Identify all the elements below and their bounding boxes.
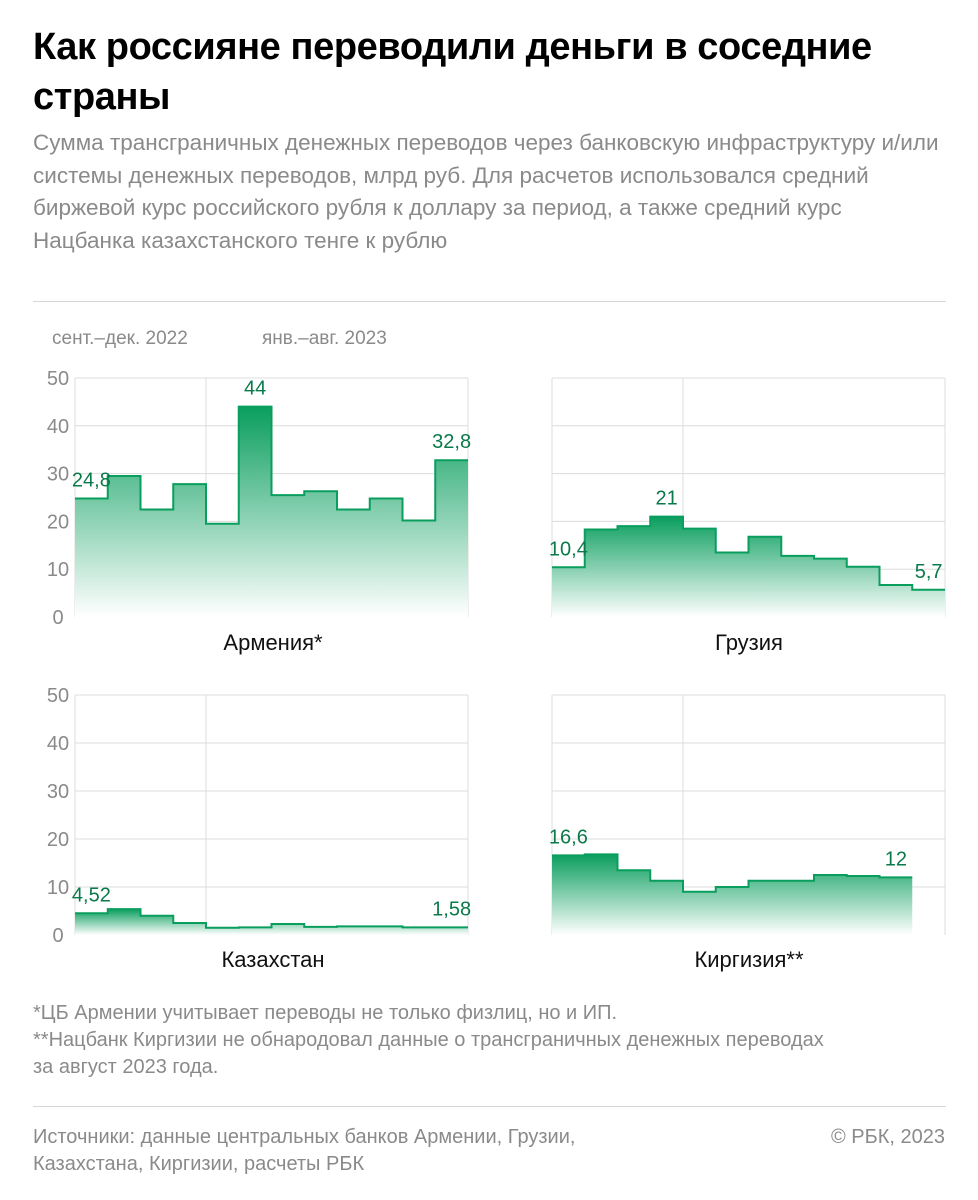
- data-bar: [75, 498, 108, 617]
- y-tick-label: 30: [47, 781, 69, 803]
- data-bar: [912, 590, 945, 617]
- data-label: 10,4: [549, 538, 588, 560]
- series-step-line: [552, 853, 913, 893]
- y-tick-label: 40: [47, 733, 69, 755]
- data-bar: [847, 567, 880, 617]
- data-bar: [173, 923, 206, 935]
- y-tick-label: 0: [52, 607, 63, 629]
- data-bar: [552, 855, 585, 935]
- data-bar: [304, 491, 337, 617]
- divider-bottom: [33, 1106, 946, 1107]
- data-bar: [781, 556, 814, 617]
- data-bar: [435, 460, 468, 617]
- y-tick-label: 0: [52, 925, 63, 947]
- data-bar: [337, 926, 370, 935]
- data-bar: [75, 913, 108, 935]
- data-bar: [141, 509, 174, 617]
- data-label: 32,8: [432, 431, 471, 453]
- data-bar: [370, 926, 403, 935]
- data-label: 24,8: [72, 469, 111, 491]
- data-bar: [552, 567, 585, 617]
- data-bar: [781, 881, 814, 935]
- data-bar: [141, 916, 174, 935]
- data-label: 1,58: [432, 898, 471, 920]
- data-bar: [814, 875, 847, 935]
- data-bar: [272, 495, 305, 617]
- data-bar: [370, 498, 403, 617]
- data-bar: [206, 928, 239, 935]
- footnote-kyrgyzstan-cont: за август 2023 года.: [33, 1056, 219, 1078]
- data-bar: [618, 526, 651, 617]
- data-bar: [239, 407, 272, 617]
- data-bar: [585, 854, 618, 935]
- legend-period-2: янв.–авг. 2023: [262, 328, 387, 349]
- footnote-kyrgyzstan: **Нацбанк Киргизии не обнародовал данные…: [33, 1029, 824, 1051]
- data-bar: [880, 585, 913, 617]
- data-label: 16,6: [549, 826, 588, 848]
- data-bar: [206, 524, 239, 617]
- data-bar: [880, 877, 913, 935]
- area-fill: [552, 854, 913, 935]
- panel-title: Армения*: [223, 630, 323, 655]
- panel-title: Казахстан: [221, 947, 324, 972]
- page-title: Как россияне переводили деньги в соседни…: [33, 26, 872, 118]
- copyright: © РБК, 2023: [830, 1126, 945, 1148]
- data-bar: [403, 520, 436, 617]
- y-tick-label: 40: [47, 416, 69, 438]
- data-bar: [683, 892, 716, 935]
- data-bar: [173, 484, 206, 617]
- data-bar: [403, 927, 436, 935]
- y-tick-label: 10: [47, 559, 69, 581]
- data-label: 5,7: [915, 561, 943, 583]
- y-tick-label: 30: [47, 464, 69, 486]
- data-bar: [650, 517, 683, 617]
- small-multiples-charts: 0 10 20 30 40 50 24,8 44 32,8 Армения* 10,4 21 5,7 Гр…: [47, 368, 946, 972]
- data-bar: [650, 881, 683, 935]
- y-tick-label: 20: [47, 829, 69, 851]
- data-bar: [749, 881, 782, 935]
- footnote-armenia: *ЦБ Армении учитывает переводы не только…: [33, 1002, 618, 1024]
- data-bar: [272, 924, 305, 935]
- footnotes: *ЦБ Армении учитывает переводы не только…: [33, 1000, 946, 1081]
- legend-period-1: сент.–дек. 2022: [52, 328, 188, 349]
- panel-title: Грузия: [715, 630, 783, 655]
- data-bar: [618, 870, 651, 935]
- data-label: 21: [656, 488, 678, 510]
- series-step-line: [75, 405, 468, 525]
- data-bar: [435, 927, 468, 935]
- panel-title: Киргизия**: [694, 947, 804, 972]
- data-bar: [683, 529, 716, 617]
- data-bar: [585, 530, 618, 617]
- y-tick-label: 50: [47, 685, 69, 707]
- series-step-line: [75, 908, 468, 929]
- area-fill: [75, 909, 468, 935]
- data-label: 4,52: [72, 884, 111, 906]
- data-bar: [239, 927, 272, 935]
- data-bar: [108, 909, 141, 935]
- data-bar: [716, 552, 749, 617]
- y-tick-label: 50: [47, 368, 69, 390]
- data-bar: [814, 559, 847, 617]
- y-tick-label: 10: [47, 877, 69, 899]
- area-fill: [552, 516, 945, 617]
- data-bar: [108, 476, 141, 617]
- sources: Источники: данные центральных банков Арм…: [33, 1126, 576, 1175]
- data-bar: [749, 537, 782, 617]
- data-bar: [304, 927, 337, 935]
- divider-top: [33, 301, 946, 302]
- data-label: 44: [244, 378, 266, 400]
- data-bar: [716, 887, 749, 935]
- data-bar: [337, 509, 370, 617]
- page-subtitle: Сумма трансграничных денежных переводов …: [33, 130, 939, 253]
- series-step-line: [552, 515, 945, 591]
- y-tick-label: 20: [47, 511, 69, 533]
- data-label: 12: [885, 848, 907, 870]
- area-fill: [75, 406, 468, 617]
- data-bar: [847, 876, 880, 935]
